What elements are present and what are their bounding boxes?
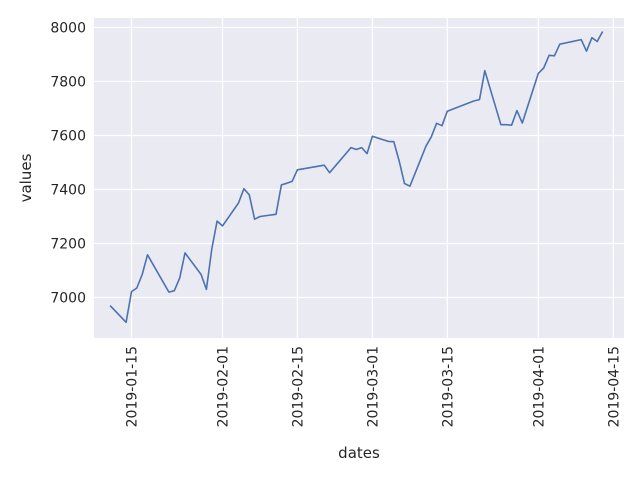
- y-tick-label: 7000: [50, 290, 86, 306]
- x-tick-labels: 2019-01-15 2019-02-01 2019-02-15 2019-03-01…: [124, 346, 622, 427]
- plot-background: [94, 18, 624, 338]
- x-tick-label: 2019-01-15: [124, 346, 140, 427]
- series-layer: [109, 31, 604, 324]
- x-tick-label: 2019-04-01: [531, 346, 547, 427]
- y-tick-label: 8000: [50, 20, 86, 36]
- y-axis-label: values: [17, 153, 35, 202]
- y-tick-label: 7200: [50, 236, 86, 252]
- x-tick-label: 2019-03-01: [365, 346, 381, 427]
- y-tick-labels: 7000 7200 7400 7600 7800 8000: [50, 20, 86, 306]
- x-tick-label: 2019-02-15: [290, 346, 306, 427]
- x-axis-label: dates: [338, 444, 380, 462]
- x-tick-label: 2019-03-15: [440, 346, 456, 427]
- y-tick-label: 7600: [50, 128, 86, 144]
- y-tick-label: 7800: [50, 74, 86, 90]
- x-tick-label: 2019-02-01: [215, 346, 231, 427]
- y-tick-label: 7400: [50, 182, 86, 198]
- series-line: [109, 31, 604, 324]
- gridlines: [94, 18, 624, 338]
- x-tick-label: 2019-04-15: [606, 346, 622, 427]
